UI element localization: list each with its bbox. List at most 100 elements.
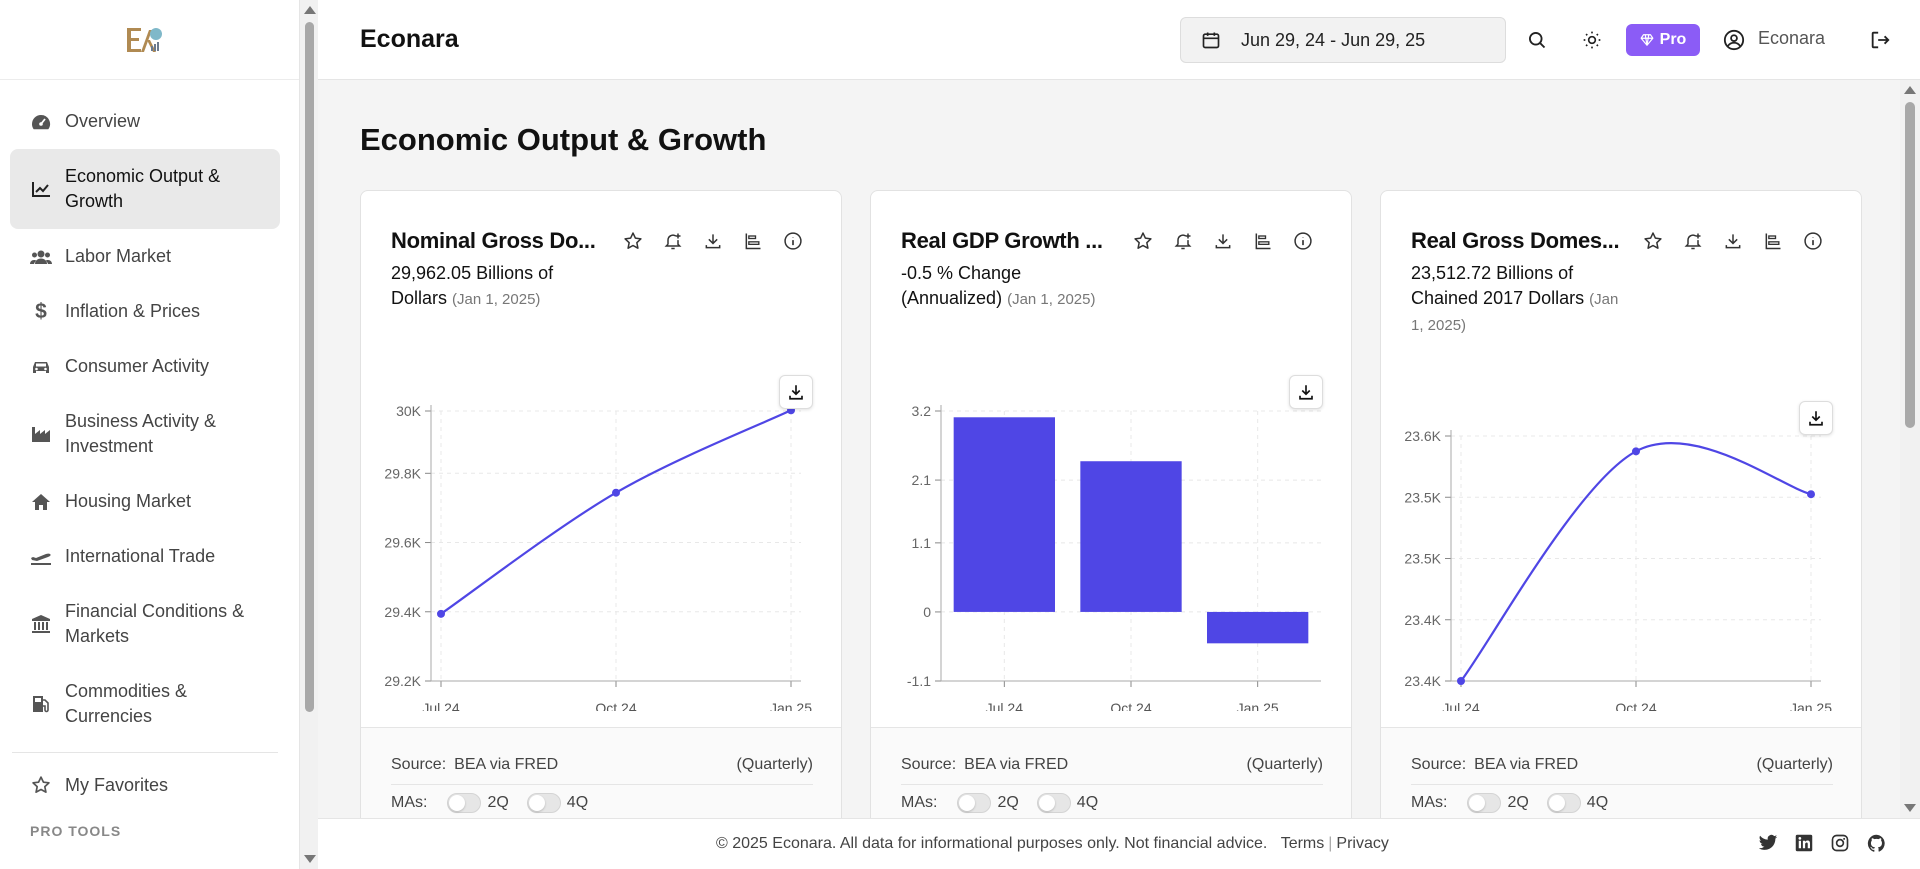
scroll-up-arrow-icon[interactable] [304,6,316,14]
logout-button[interactable] [1866,26,1894,54]
sidebar-item-label: My Favorites [65,774,169,795]
x-tick-label: Jan 25 [1790,700,1832,711]
sidebar-item-consumer-activity[interactable]: Consumer Activity [10,339,280,394]
download-icon[interactable] [1713,225,1753,257]
sidebar-scrollbar-thumb[interactable] [305,22,314,712]
chart-real-gdp[interactable]: 23.4K 23.4K 23.5K 23.5K 23.6K Jul 24 Oct 24 Jan… [1381,361,1862,711]
card-title[interactable]: Real Gross Domes... [1411,228,1620,253]
frequency-label: (Quarterly) [1756,756,1833,773]
y-tick-label: 3.2 [912,403,932,419]
github-icon[interactable] [1858,834,1894,853]
footer-text: © 2025 Econara. All data for information… [716,835,1389,852]
latest-value-text: -0.5 % Change (Annualized) [901,263,1022,308]
info-icon[interactable] [773,225,813,257]
download-icon [1299,385,1313,400]
sidebar-item-inflation[interactable]: $ Inflation & Prices [10,284,280,339]
series-line [440,409,792,615]
sidebar-item-label: Consumer Activity [65,356,210,376]
card-title[interactable]: Nominal Gross Do... [391,228,596,253]
logo[interactable] [0,0,299,80]
scroll-up-arrow-icon[interactable] [1904,86,1916,94]
chart-nominal-gdp[interactable]: 29.2K 29.4K 29.6K 29.8K 30K Jul 24 Oct 24 Jan 2… [361,361,842,711]
x-tick-label: Jul 24 [1442,700,1480,711]
download-icon[interactable] [693,225,733,257]
pro-badge[interactable]: Pro [1626,24,1700,56]
main-scrollbar[interactable] [1900,80,1920,818]
linkedin-icon[interactable] [1786,834,1822,853]
user-name[interactable]: Econara [1758,28,1826,48]
y-tick-label: 23.4K [1404,612,1441,628]
favorite-star-icon[interactable] [1633,225,1673,257]
ma-label: MAs: [901,794,938,811]
econara-logo-icon [126,27,162,52]
compare-chart-icon[interactable] [1753,225,1793,257]
sidebar-scrollbar[interactable] [300,0,318,869]
pro-tools-heading: PRO TOOLS [30,823,122,839]
sidebar-item-commodities[interactable]: Commodities & Currencies [10,664,280,744]
sidebar-item-housing[interactable]: Housing Market [10,474,280,529]
search-button[interactable] [1523,26,1551,54]
card-actions [1123,225,1323,257]
card-title[interactable]: Real GDP Growth ... [901,228,1103,253]
sidebar-item-label: International Trade [65,546,216,566]
sidebar-item-label: Labor Market [65,246,172,266]
ma-2q-toggle[interactable] [1467,793,1502,813]
date-range-value: Jun 29, 24 - Jun 29, 25 [1241,29,1426,50]
copyright-text: © 2025 Econara. All data for information… [716,835,1268,852]
info-icon[interactable] [1283,225,1323,257]
download-icon[interactable] [1203,225,1243,257]
sidebar-divider [12,752,278,753]
ma-2q-toggle[interactable] [447,793,482,813]
source-value: BEA via FRED [454,756,559,773]
bell-plus-icon[interactable] [653,225,693,257]
source-label: Source: [391,756,447,773]
sidebar-item-economic-output[interactable]: Economic Output & Growth [10,149,280,229]
user-profile-button[interactable] [1720,26,1748,54]
terms-link[interactable]: Terms [1280,835,1325,852]
sidebar-item-international-trade[interactable]: International Trade [10,529,280,584]
twitter-icon[interactable] [1750,834,1786,853]
chart-card-real-gdp: Real Gross Domes... 23,512.72 Billions o… [1380,190,1862,818]
sidebar-item-labor-market[interactable]: Labor Market [10,229,280,284]
chart-line-icon [30,178,52,200]
ma-2q-toggle[interactable] [957,793,992,813]
info-icon[interactable] [1793,225,1833,257]
instagram-icon[interactable] [1822,834,1858,853]
data-point [437,609,445,618]
sidebar-item-label: Inflation & Prices [65,301,201,321]
search-icon [1529,32,1546,49]
sidebar-item-overview[interactable]: Overview [10,94,280,149]
calendar-icon [1201,30,1221,50]
bell-plus-icon[interactable] [1163,225,1203,257]
sidebar-item-financial-conditions[interactable]: Financial Conditions & Markets [10,584,280,664]
main-scrollbar-thumb[interactable] [1905,102,1915,428]
date-range-picker[interactable]: Jun 29, 24 - Jun 29, 25 [1180,17,1506,63]
sidebar-item-favorites[interactable]: My Favorites [10,761,280,809]
scroll-down-arrow-icon[interactable] [1904,804,1916,812]
data-point [1457,677,1465,685]
compare-chart-icon[interactable] [733,225,773,257]
source-label: Source: [901,756,957,773]
chart-real-gdp-growth[interactable]: -1.1 0 1.1 2.1 3.2 Jul 24 Oct 24 Jan 25 [871,361,1352,711]
sidebar-item-label: Economic Output & Growth [65,166,221,211]
favorite-star-icon[interactable] [1123,225,1163,257]
sidebar-item-business-activity[interactable]: Business Activity & Investment [10,394,280,474]
bell-plus-icon[interactable] [1673,225,1713,257]
privacy-link[interactable]: Privacy [1336,835,1389,852]
chart-download-button[interactable] [779,375,813,409]
ma-4q-toggle[interactable] [526,793,561,813]
source-value: BEA via FRED [964,756,1069,773]
y-tick-label: 29.8K [384,465,421,481]
favorite-star-icon[interactable] [613,225,653,257]
scroll-down-arrow-icon[interactable] [304,855,316,863]
chart-download-button[interactable] [1799,401,1833,435]
ma-4q-toggle[interactable] [1036,793,1071,813]
chart-download-button[interactable] [1289,375,1323,409]
latest-value-date: (Jan 1, 2025) [1007,291,1096,308]
theme-toggle-button[interactable] [1578,26,1606,54]
compare-chart-icon[interactable] [1243,225,1283,257]
sidebar-item-label: Business Activity & Investment [65,411,217,456]
y-tick-label: 2.1 [912,472,932,488]
ma-4q-toggle[interactable] [1546,793,1581,813]
x-tick-label: Jul 24 [986,700,1024,711]
